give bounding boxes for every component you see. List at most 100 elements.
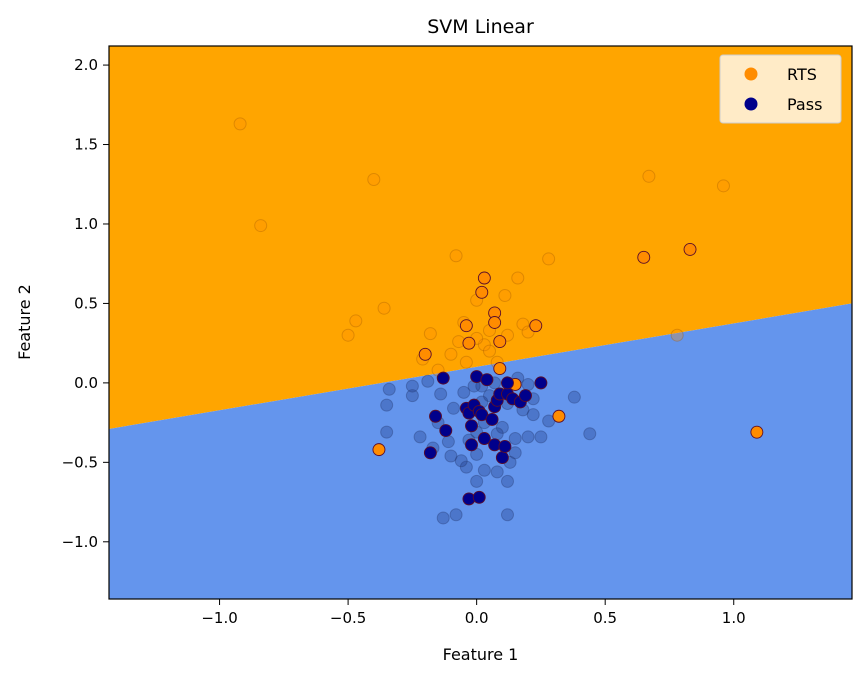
faded-points-layer: [233, 117, 730, 525]
faded-pass-point: [405, 389, 419, 403]
rts-point: [552, 409, 566, 423]
pass-point: [465, 419, 478, 433]
faded-pass-point: [444, 449, 458, 463]
pass-point: [429, 409, 442, 423]
x-tick-label: −0.5: [330, 609, 366, 627]
pass-point: [501, 376, 514, 390]
rts-point: [459, 319, 473, 333]
pass-region: [109, 303, 852, 599]
rts-point: [475, 285, 489, 299]
faded-rts-point: [444, 347, 458, 361]
y-tick-label: 1.5: [74, 136, 98, 154]
faded-pass-point: [454, 454, 468, 468]
pass-point: [480, 373, 494, 387]
y-tick-label: 2.0: [74, 56, 98, 74]
x-tick-label: 0.5: [593, 609, 617, 627]
y-axis: −1.0 −0.5 0.0 0.5 1.0 1.5 2.0: [62, 56, 109, 551]
pass-point: [465, 438, 478, 452]
faded-pass-point: [508, 432, 522, 446]
faded-pass-point: [470, 474, 484, 488]
pass-point: [439, 424, 453, 438]
faded-pass-point: [583, 427, 597, 441]
legend-marker-rts: [744, 67, 758, 81]
legend-marker-pass: [744, 97, 758, 111]
legend-label-rts: RTS: [787, 65, 817, 84]
faded-rts-point: [423, 327, 437, 341]
faded-pass-point: [380, 425, 394, 439]
rts-point: [493, 362, 507, 376]
x-axis-label: Feature 1: [443, 645, 519, 664]
pass-point: [519, 389, 532, 403]
faded-pass-point: [567, 390, 581, 404]
faded-pass-point: [405, 379, 419, 393]
rts-point: [462, 336, 476, 350]
faded-rts-point: [498, 288, 512, 302]
faded-pass-point: [500, 474, 514, 488]
faded-pass-point: [457, 385, 471, 399]
faded-pass-point: [534, 430, 548, 444]
x-axis: −1.0 −0.5 0.0 0.5 1.0: [201, 599, 746, 627]
faded-pass-point: [449, 508, 463, 522]
rts-region: [109, 46, 852, 429]
plot-frame: [108, 45, 853, 600]
faded-rts-point: [542, 252, 556, 266]
y-tick-label: 1.0: [74, 215, 98, 233]
faded-pass-point: [421, 374, 435, 388]
pass-point: [495, 451, 509, 465]
faded-pass-point: [521, 377, 535, 391]
pass-point: [436, 371, 450, 385]
chart-title: SVM Linear: [427, 16, 534, 38]
pass-point: [472, 490, 486, 504]
faded-rts-point: [233, 117, 247, 131]
faded-pass-point: [382, 382, 396, 396]
faded-pass-point: [526, 408, 540, 422]
faded-rts-point: [516, 317, 530, 331]
legend-label-pass: Pass: [787, 95, 822, 114]
faded-rts-point: [377, 301, 391, 315]
faded-rts-point: [716, 179, 730, 193]
faded-pass-point: [441, 435, 455, 449]
y-tick-label: 0.0: [74, 374, 98, 392]
x-tick-label: 1.0: [722, 609, 746, 627]
faded-rts-point: [367, 172, 381, 186]
pass-point: [498, 439, 512, 453]
rts-point: [750, 425, 764, 439]
rts-point: [683, 242, 697, 256]
faded-rts-point: [449, 249, 463, 263]
faded-pass-point: [459, 460, 473, 474]
faded-rts-point: [254, 219, 268, 233]
legend-box: [719, 54, 842, 124]
faded-pass-point: [380, 398, 394, 412]
legend: RTS Pass: [719, 54, 842, 124]
faded-rts-point: [670, 328, 684, 342]
faded-rts-point: [349, 314, 363, 328]
faded-pass-point: [490, 427, 504, 441]
faded-rts-point: [477, 338, 491, 352]
rts-point: [477, 271, 491, 285]
pass-point: [423, 446, 437, 460]
points-layer: [372, 242, 764, 506]
y-axis-label: Feature 2: [15, 284, 34, 360]
rts-point: [493, 335, 507, 349]
faded-rts-point: [482, 344, 496, 358]
y-tick-label: −0.5: [62, 453, 98, 471]
faded-rts-point: [642, 169, 656, 183]
rts-point: [637, 250, 651, 264]
faded-pass-point: [521, 430, 535, 444]
faded-pass-point: [434, 387, 448, 401]
rts-point: [372, 443, 386, 457]
faded-pass-point: [508, 446, 522, 460]
rts-point: [529, 319, 543, 333]
faded-pass-point: [477, 463, 491, 477]
x-tick-label: −1.0: [201, 609, 237, 627]
faded-pass-point: [495, 420, 509, 434]
rts-point: [418, 347, 432, 361]
pass-point: [485, 412, 499, 426]
faded-pass-point: [436, 511, 450, 525]
faded-rts-point: [459, 355, 473, 369]
rts-point: [488, 316, 502, 329]
faded-rts-point: [341, 328, 355, 342]
faded-rts-point: [511, 271, 525, 285]
faded-pass-point: [500, 508, 514, 522]
